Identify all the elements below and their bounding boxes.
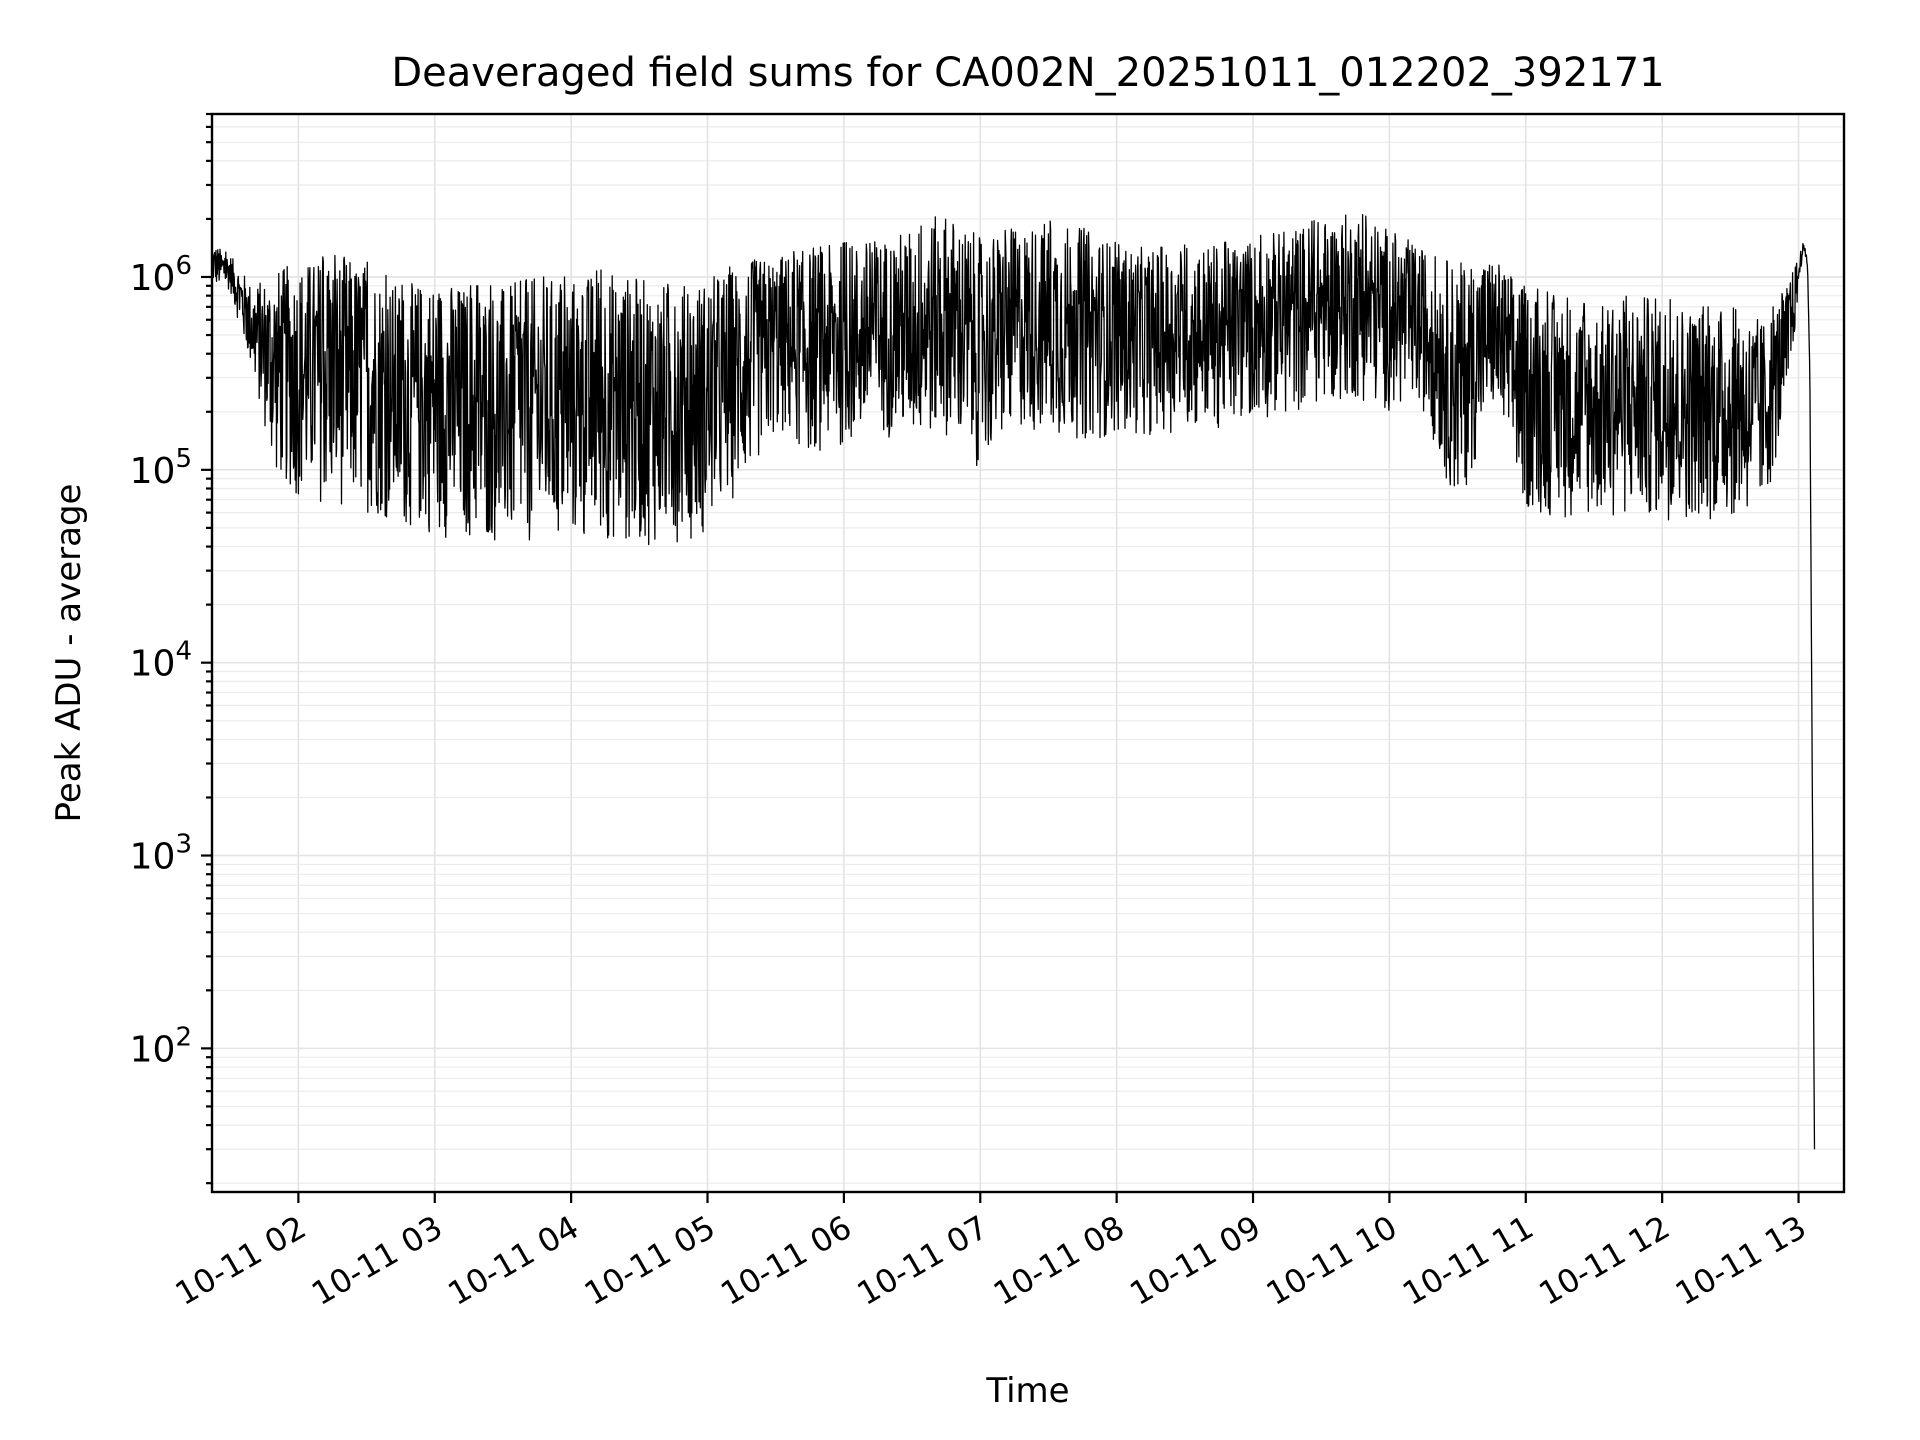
x-axis-label: Time: [985, 1371, 1069, 1411]
plot-frame: [210, 112, 1846, 1194]
y-tick-label: 105: [130, 444, 192, 492]
y-tick-label: 106: [130, 251, 192, 299]
series-line: [211, 213, 1816, 1150]
y-axis-label: Peak ADU - average: [49, 484, 89, 823]
y-tick-label: 103: [130, 830, 192, 878]
y-tick-label: 102: [130, 1022, 192, 1070]
y-tick-label: 104: [130, 637, 192, 685]
chart-title: Deaveraged field sums for CA002N_2025101…: [391, 50, 1664, 96]
